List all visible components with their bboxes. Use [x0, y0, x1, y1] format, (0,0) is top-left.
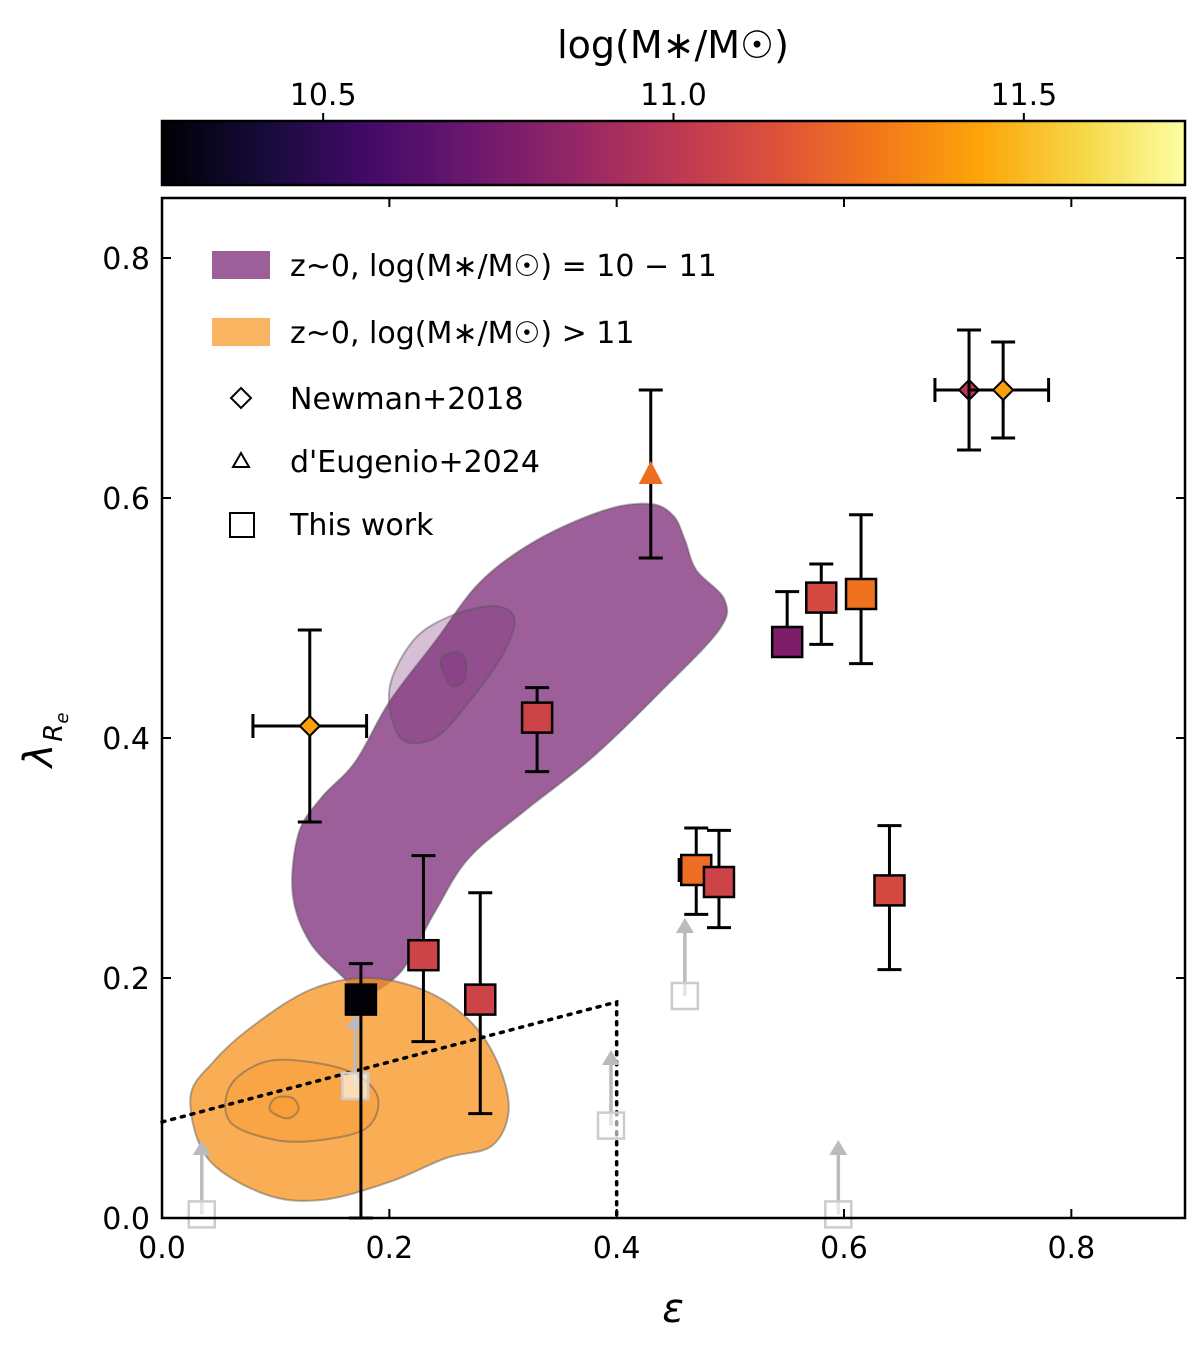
y-axis-label: λRe	[16, 713, 73, 770]
this-work-point	[702, 865, 736, 899]
this-work-point	[770, 625, 804, 659]
lower-limit-arrow-head	[675, 918, 694, 933]
colorbar-tick-label: 10.5	[290, 78, 357, 113]
fast-slow-boundary-line	[160, 999, 619, 1220]
y-tick-label: 0.0	[102, 1202, 150, 1237]
y-tick-label: 0.2	[102, 962, 150, 997]
legend-patch-purple	[212, 251, 270, 279]
this-work-point	[344, 983, 378, 1016]
legend-label-deugenio: d'Eugenio+2024	[290, 445, 540, 480]
x-tick-label: 0.6	[820, 1231, 868, 1266]
legend: z~0, log(M∗/M☉) = 10 − 11 z~0, log(M∗/M☉…	[212, 249, 717, 543]
colorbar-tick-label: 11.0	[640, 78, 707, 113]
y-tick-label: 0.8	[102, 242, 150, 277]
legend-label-this-work: This work	[289, 508, 434, 543]
x-tick-label: 0.8	[1047, 1231, 1095, 1266]
colorbar-label: log(M∗/M☉)	[557, 23, 789, 67]
this-work-point	[844, 577, 878, 611]
lower-limit-arrow-head	[192, 1140, 211, 1155]
x-axis-label: ε	[662, 1286, 684, 1332]
lower-limit-square	[340, 1071, 370, 1101]
this-work-point	[873, 874, 906, 907]
legend-label-newman: Newman+2018	[290, 382, 524, 417]
plot-area: 0.0 0.2 0.4 0.6 0.8 0.0 0.2 0.4 0.6 0.8 ε λRe	[16, 196, 1187, 1332]
lower-limit-square	[596, 1111, 626, 1140]
legend-patch-orange	[212, 318, 270, 346]
colorbar-gradient	[160, 119, 1187, 187]
lower-limit-arrow-head	[829, 1140, 848, 1155]
legend-triangle-marker	[231, 450, 251, 468]
deugenio2024-point	[638, 461, 663, 484]
lower-limit-square	[670, 981, 700, 1011]
colorbar: log(M∗/M☉) 10.5 11.0 11.5	[160, 23, 1187, 187]
this-work-point	[407, 938, 440, 972]
this-work-point	[520, 701, 554, 734]
newman2018-point	[991, 378, 1015, 402]
legend-diamond-marker	[229, 386, 253, 410]
this-work-point	[805, 581, 838, 614]
lower-limit-square	[187, 1200, 217, 1229]
contour-purple-level-1	[387, 604, 516, 745]
y-tick-label: 0.6	[102, 482, 150, 517]
legend-square-marker	[229, 512, 255, 538]
contour-orange-level-1	[224, 1058, 380, 1143]
legend-label-orange: z~0, log(M∗/M☉) > 11	[290, 316, 634, 351]
lower-limit-arrow-head	[601, 1050, 620, 1065]
newman2018-point	[298, 714, 322, 738]
contour-purple-level-2	[439, 650, 468, 688]
x-tick-label: 0.0	[138, 1231, 186, 1266]
plot-frame	[160, 196, 1187, 1220]
contour-orange-level-2	[268, 1095, 300, 1120]
colorbar-tick-label: 11.5	[990, 78, 1057, 113]
x-tick-label: 0.2	[365, 1231, 413, 1266]
this-work-point	[464, 983, 497, 1016]
x-tick-label: 0.4	[593, 1231, 641, 1266]
legend-label-purple: z~0, log(M∗/M☉) = 10 − 11	[290, 249, 717, 284]
lower-limit-square	[824, 1200, 853, 1229]
y-tick-label: 0.4	[102, 722, 150, 757]
contour-purple-level-0	[291, 502, 729, 998]
